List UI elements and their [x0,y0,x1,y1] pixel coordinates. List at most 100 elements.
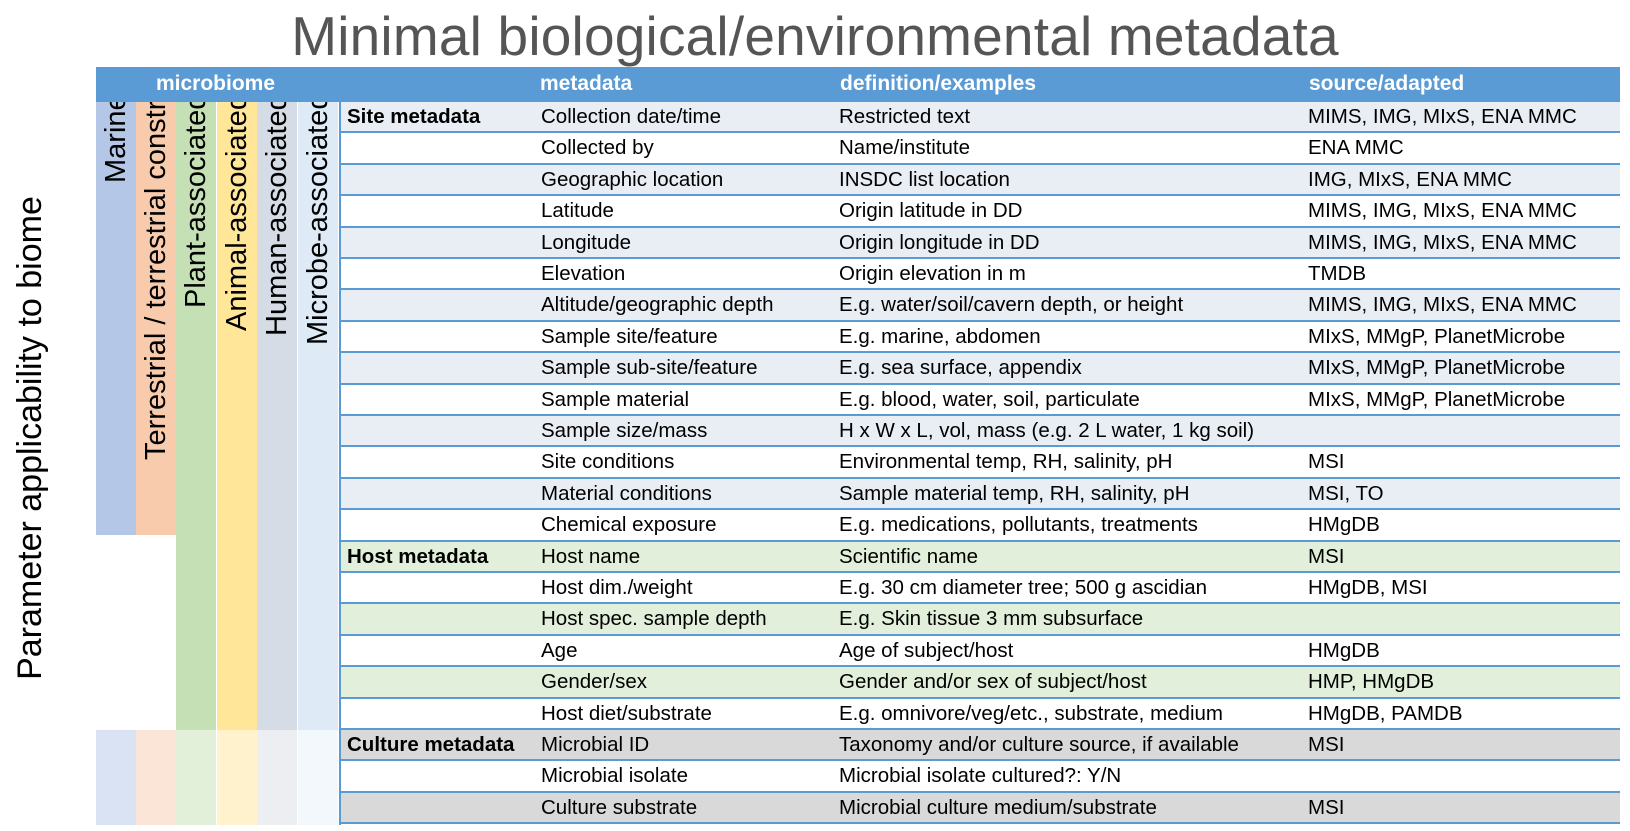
biome-column-label: Marine [100,102,132,183]
table-row: Sample size/mass H x W x L, vol, mass (e.… [341,416,1620,448]
metadata-cell: Latitude [541,199,614,223]
table-header: microbiome metadata definition/examples … [96,67,1620,102]
metadata-cell: Sample sub-site/feature [541,356,758,380]
biome-column-5: Human-associated [257,102,297,730]
header-source: source/adapted [1309,72,1465,95]
metadata-cell: Chemical exposure [541,513,717,537]
definition-cell: Sample material temp, RH, salinity, pH [839,481,1190,505]
metadata-cell: Sample size/mass [541,419,708,442]
metadata-cell: Gender/sex [541,670,647,694]
definition-cell: Environmental temp, RH, salinity, pH [839,450,1173,474]
biome-column-label: Plant-associated [180,102,212,309]
table-row: Gender/sex Gender and/or sex of subject/h… [341,667,1620,699]
definition-cell: E.g. medications, pollutants, treatments [839,513,1198,537]
metadata-cell: Elevation [541,262,626,285]
table-row: Host diet/substrate E.g. omnivore/veg/etc… [341,698,1620,730]
metadata-cell: Sample site/feature [541,324,718,348]
source-cell: HMgDB, PAMDB [1308,701,1463,725]
table-row: Host dim./weight E.g. 30 cm diameter tree… [341,573,1620,605]
header-microbiome: microbiome [156,72,276,95]
definition-cell: Gender and/or sex of subject/host [839,670,1147,694]
metadata-cell: Geographic location [541,167,724,191]
definition-cell: E.g. blood, water, soil, particulate [839,387,1140,411]
biome-column-culture-shade [217,730,257,825]
metadata-cell: Site conditions [541,450,675,474]
table-row: Host spec. sample depth E.g. Skin tissue … [341,604,1620,636]
section-label: Host metadata [347,544,489,568]
definition-cell: E.g. sea surface, appendix [839,356,1082,380]
biome-column-label: Human-associated [261,102,293,336]
table-divider [339,102,341,825]
source-cell: MSI [1308,733,1345,756]
table-row: Site metadata Collection date/time Restric… [341,102,1620,134]
source-cell: MIMS, IMG, MIxS, ENA MMC [1308,105,1577,128]
definition-cell: E.g. water/soil/cavern depth, or height [839,293,1184,317]
metadata-cell: Host dim./weight [541,576,693,599]
biome-column-1: Marine [96,102,136,535]
header-metadata: metadata [540,72,633,95]
metadata-cell: Collected by [541,136,654,160]
source-cell: IMG, MIxS, ENA MMC [1308,167,1512,191]
table-row: Microbial isolate Microbial isolate cultu… [341,761,1620,793]
metadata-cell: Host diet/substrate [541,701,712,725]
source-cell: MSI [1308,544,1345,568]
source-cell: HMgDB [1308,513,1380,537]
definition-cell: Origin latitude in DD [839,199,1023,223]
metadata-cell: Host spec. sample depth [541,607,767,631]
table-row: Chemical exposure E.g. medications, pollu… [341,510,1620,542]
table-row: Site conditions Environmental temp, RH, s… [341,447,1620,479]
source-cell: MSI [1308,795,1345,819]
source-cell: HMgDB [1308,638,1380,662]
source-cell: HMP, HMgDB [1308,670,1435,694]
table-row: Sample material E.g. blood, water, soil, … [341,384,1620,416]
metadata-cell: Host name [541,544,641,568]
definition-cell: E.g. 30 cm diameter tree; 500 g ascidian [839,576,1208,599]
section-label: Culture metadata [347,733,515,756]
biome-column-label: Animal-associated [221,102,253,331]
definition-cell: Name/institute [839,136,971,160]
section-label: Site metadata [347,105,481,128]
source-cell: ENA MMC [1308,136,1404,160]
header-definition: definition/examples [840,72,1037,95]
source-cell: MIMS, IMG, MIxS, ENA MMC [1308,293,1577,317]
metadata-cell: Collection date/time [541,105,722,128]
table-row: Sample sub-site/feature E.g. sea surface,… [341,353,1620,385]
table-row: Culture metadata Microbial ID Taxonomy and… [341,730,1620,762]
definition-cell: E.g. marine, abdomen [839,324,1041,348]
definition-cell: Microbial isolate cultured?: Y/N [839,764,1122,788]
biome-column-culture-shade [257,730,297,825]
source-cell: MIxS, MMgP, PlanetMicrobe [1308,324,1566,348]
biome-column-culture-shade [298,730,338,825]
table-row: Longitude Origin longitude in DD MIMS, IMG… [341,227,1620,259]
biome-column-culture-shade [176,730,216,825]
biome-column-6: Microbe-associated [298,102,338,730]
table-row: Age Age of subject/host HMgDB [341,635,1620,668]
metadata-cell: Sample material [541,387,690,411]
definition-cell: H x W x L, vol, mass (e.g. 2 L water, 1 … [839,419,1255,442]
definition-cell: Origin elevation in m [839,262,1026,285]
source-cell: MSI, TO [1308,481,1384,505]
biome-column-4: Animal-associated [217,102,257,730]
table-row: Sample site/feature E.g. marine, abdomen M… [341,321,1620,354]
source-cell: MSI [1308,450,1345,474]
definition-cell: INSDC list location [839,167,1010,191]
source-cell: HMgDB, MSI [1308,576,1428,599]
table-row: Altitude/geographic depth E.g. water/soil… [341,290,1620,322]
biome-column-3: Plant-associated [176,102,216,730]
source-cell: TMDB [1308,262,1367,285]
definition-cell: E.g. omnivore/veg/etc., substrate, mediu… [839,701,1223,725]
biome-column-culture-shade [136,730,176,825]
metadata-cell: Age [541,638,578,662]
y-axis-label: Parameter applicability to biome [11,196,49,680]
metadata-cell: Microbial ID [541,733,650,756]
table-row: Material conditions Sample material temp,… [341,478,1620,511]
table-row: Elevation Origin elevation in m TMDB [341,259,1620,291]
table-row: Culture substrate Microbial culture mediu… [341,792,1620,825]
source-cell: MIxS, MMgP, PlanetMicrobe [1308,387,1566,411]
table-row: Collected by Name/institute ENA MMC [341,133,1620,165]
biome-column-culture-shade [96,730,136,825]
source-cell: MIMS, IMG, MIxS, ENA MMC [1308,230,1577,254]
definition-cell: Microbial culture medium/substrate [839,795,1157,819]
metadata-cell: Longitude [541,230,632,254]
biome-column-label: Terrestrial / terrestrial constr. [140,102,172,460]
